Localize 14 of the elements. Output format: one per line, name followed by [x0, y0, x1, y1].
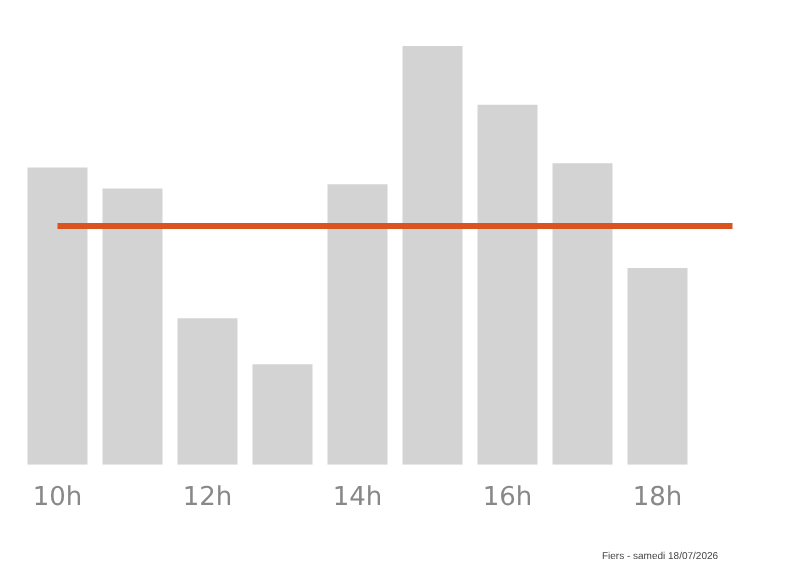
bar [252, 364, 313, 465]
bar [327, 184, 388, 465]
bar [102, 188, 163, 465]
bar [177, 318, 238, 465]
x-tick-label: 12h [182, 483, 233, 514]
x-tick-label: 16h [482, 483, 533, 514]
bar [402, 46, 463, 465]
bar [27, 167, 88, 465]
x-tick-label: 14h [332, 483, 383, 514]
bar [627, 267, 688, 465]
x-tick-label: 18h [632, 483, 683, 514]
bar [477, 104, 538, 465]
bar [552, 163, 613, 465]
x-tick-label: 10h [32, 483, 83, 514]
